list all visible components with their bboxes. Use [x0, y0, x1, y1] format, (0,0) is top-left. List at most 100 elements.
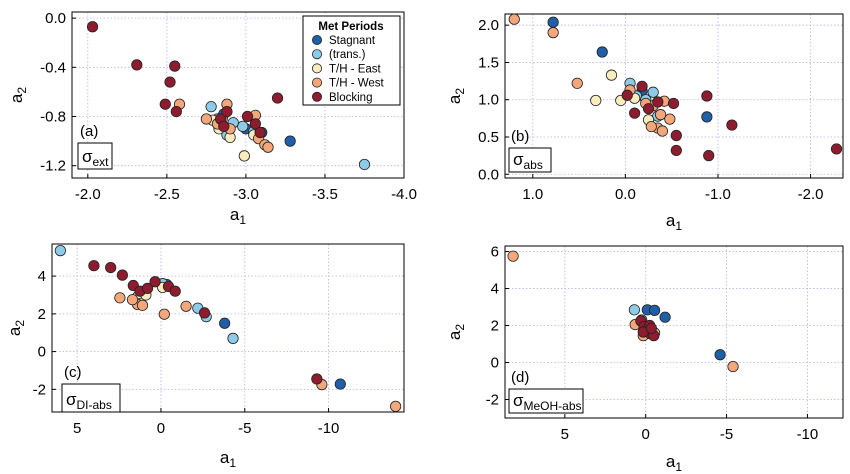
- plot-frame: [504, 245, 844, 419]
- data-point: [200, 113, 212, 125]
- y-tick-label: -2: [486, 392, 499, 409]
- chart-panel: 1.0 0.0 -1.0 -2.0 0.0 0.5 1.0 1.5 2.0 a1 a2 (b) σabs: [445, 13, 844, 233]
- data-point: [227, 332, 239, 344]
- x-tick-label: 1.0: [522, 186, 543, 203]
- data-point: [629, 107, 641, 119]
- x-tick-label: -3.5: [312, 186, 338, 203]
- legend-title: Met Periods: [318, 21, 383, 33]
- plot-frame: [51, 243, 405, 413]
- data-point: [238, 150, 250, 162]
- data-point: [170, 106, 182, 118]
- y-tick-label: 0: [38, 344, 46, 361]
- data-point: [311, 373, 323, 385]
- sigma-label-box: [508, 147, 552, 173]
- data-point: [507, 250, 519, 262]
- y-axis-label: a2: [7, 87, 29, 103]
- data-point: [642, 103, 655, 115]
- data-point: [237, 120, 249, 132]
- y-axis-label: a2: [5, 320, 27, 336]
- legend-box: [302, 15, 401, 106]
- y-tick-label: 2: [491, 318, 499, 335]
- data-point: [648, 304, 661, 316]
- y-tick-label: 2.0: [478, 17, 499, 34]
- data-point: [221, 106, 233, 118]
- y-axis-label: a2: [445, 88, 467, 104]
- sigma-label: σext: [82, 147, 109, 169]
- data-point: [205, 101, 217, 113]
- data-point: [198, 307, 211, 319]
- data-point: [180, 300, 192, 312]
- data-point: [667, 97, 680, 110]
- legend-marker: [311, 35, 322, 46]
- data-point: [219, 317, 231, 329]
- panel-label: (a): [80, 123, 98, 140]
- x-tick-label: -2.0: [75, 186, 101, 203]
- plot-frame: [71, 11, 405, 179]
- data-point: [159, 98, 171, 110]
- legend-marker: [311, 77, 322, 88]
- legend-entry-label: Blocking: [329, 92, 372, 104]
- data-point: [508, 13, 520, 25]
- legend-entry-label: Stagnant: [329, 35, 376, 47]
- sigma-label-box: [508, 388, 584, 414]
- data-point: [571, 77, 583, 89]
- data-point: [652, 96, 664, 108]
- legend-entry-label: (trans.): [329, 49, 366, 61]
- data-point: [284, 135, 296, 147]
- data-point: [105, 261, 117, 274]
- data-point: [636, 80, 648, 92]
- data-point: [169, 285, 181, 297]
- data-point: [659, 311, 671, 323]
- x-tick-label: -4.0: [391, 186, 417, 203]
- x-tick-label: 0: [642, 426, 650, 443]
- y-tick-label: 1.5: [478, 54, 499, 71]
- x-tick-label: -3.0: [233, 186, 259, 203]
- data-point: [249, 118, 261, 130]
- x-tick-label: -5: [238, 420, 251, 437]
- x-tick-label: 0: [157, 420, 165, 437]
- x-axis-label: a1: [666, 452, 682, 474]
- y-tick-label: 4: [38, 268, 46, 285]
- data-point: [149, 276, 161, 288]
- sigma-label: σabs: [513, 150, 543, 172]
- data-point: [218, 120, 230, 132]
- x-tick-label: -10: [797, 426, 819, 443]
- data-point: [271, 92, 284, 104]
- data-point: [141, 282, 154, 294]
- data-point: [726, 119, 738, 131]
- y-tick-label: 0.5: [478, 129, 499, 146]
- x-tick-label: -2.5: [154, 186, 180, 203]
- x-tick-label: -2.0: [798, 186, 824, 203]
- data-point: [596, 46, 608, 58]
- data-point: [254, 126, 266, 139]
- chart-panel: 5 0 -5 -10 4 2 0 -2 a1 a2 (c) σDI-abs: [5, 243, 405, 470]
- y-tick-label: -0.8: [40, 109, 66, 126]
- data-point: [334, 378, 346, 390]
- data-point: [647, 86, 659, 98]
- plot-frame: [504, 13, 844, 179]
- data-point: [605, 69, 618, 81]
- sigma-label-box: [77, 142, 113, 170]
- x-tick-label: -10: [318, 420, 340, 437]
- panel-label: (b): [511, 128, 529, 145]
- panel-label: (c): [64, 364, 82, 381]
- y-tick-label: 4: [491, 281, 499, 298]
- data-point: [701, 90, 713, 102]
- data-point: [628, 304, 640, 316]
- legend: Met Periods Stagnant (trans.) T/H - East T/H…: [302, 15, 401, 106]
- y-tick-label: 0: [491, 355, 499, 372]
- data-point: [664, 113, 676, 125]
- data-point: [86, 21, 99, 33]
- x-axis-label: a1: [666, 211, 682, 233]
- x-tick-label: -5: [720, 426, 733, 443]
- x-tick-label: 0.0: [615, 186, 636, 203]
- data-point: [126, 294, 139, 306]
- panel-label: (d): [511, 369, 529, 386]
- data-point: [547, 27, 559, 39]
- data-point: [590, 94, 602, 107]
- legend-marker: [311, 49, 322, 60]
- data-point: [656, 125, 669, 137]
- legend-entry-label: T/H - East: [329, 63, 382, 75]
- data-point: [114, 292, 126, 304]
